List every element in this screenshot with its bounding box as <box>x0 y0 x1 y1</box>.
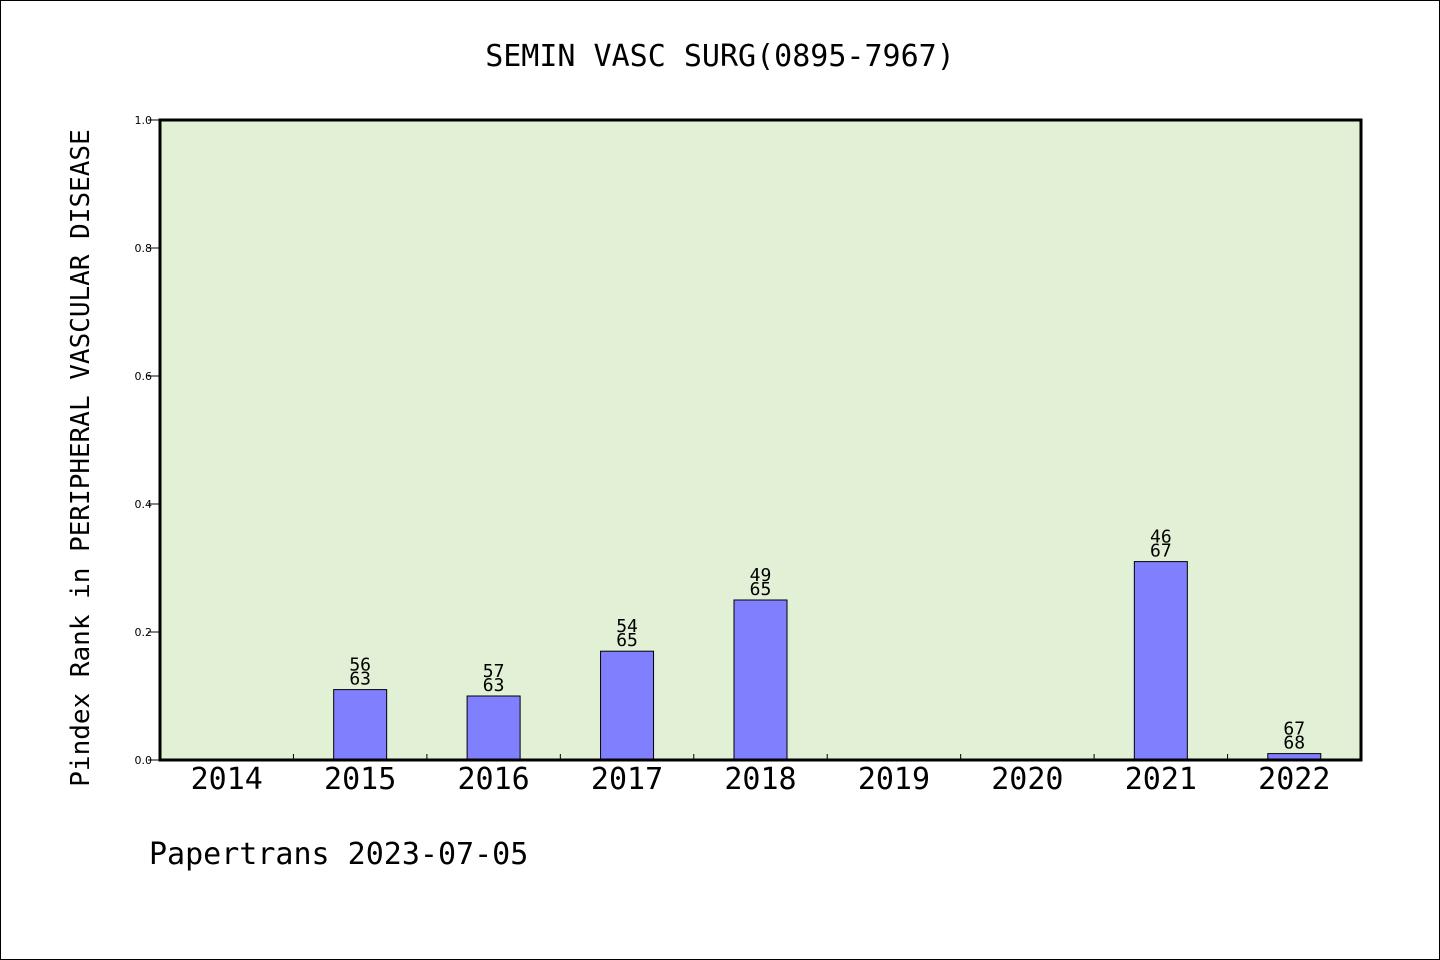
y-tick-label: 0.4 <box>135 498 153 511</box>
bar-2017 <box>600 650 655 761</box>
x-tick-label: 2022 <box>1258 762 1330 797</box>
footer-text: Papertrans 2023-07-05 <box>149 837 528 872</box>
y-tick-label: 0.2 <box>135 626 153 639</box>
bar-2016 <box>466 695 521 761</box>
x-tick-label: 2021 <box>1125 762 1197 797</box>
bar-2021 <box>1133 561 1188 761</box>
bar-rank-label: 49 <box>750 565 772 586</box>
y-tick-label: 0.8 <box>135 242 153 255</box>
bar-rank-label: 56 <box>349 655 371 676</box>
bars <box>333 561 1322 761</box>
bar-rank-label: 67 <box>1283 719 1305 740</box>
bar-total-label: 63 <box>483 675 505 696</box>
y-tick-label: 0.0 <box>135 754 153 767</box>
x-tick-label: 2018 <box>724 762 796 797</box>
x-ticks: 2014 2015 2016 2017 2018 2019 2020 2021 2022 <box>191 754 1330 797</box>
y-axis-label: Pindex Rank in PERIPHERAL VASCULAR DISEA… <box>66 129 96 786</box>
bar-rank-label: 46 <box>1150 527 1172 548</box>
y-ticks: 0.0 0.2 0.4 0.6 0.8 1.0 <box>135 114 160 767</box>
x-tick-label: 2016 <box>457 762 529 797</box>
plot-border <box>158 118 1363 762</box>
bar-total-label: 65 <box>616 630 638 651</box>
chart-title: SEMIN VASC SURG(0895-7967) <box>485 39 955 74</box>
bar-rank-label: 54 <box>616 616 638 637</box>
x-tick-label: 2014 <box>191 762 263 797</box>
bar-2015 <box>333 689 388 761</box>
x-tick-label: 2015 <box>324 762 396 797</box>
y-tick-label: 1.0 <box>135 114 153 127</box>
x-tick-label: 2019 <box>858 762 930 797</box>
bar-rank-label: 57 <box>483 661 505 682</box>
bar-2018 <box>733 599 788 761</box>
bar-total-label: 68 <box>1283 733 1305 754</box>
x-tick-label: 2017 <box>591 762 663 797</box>
bar-total-label: 63 <box>349 669 371 690</box>
bar-total-label: 67 <box>1150 541 1172 562</box>
y-tick-label: 0.6 <box>135 370 153 383</box>
x-tick-label: 2020 <box>991 762 1063 797</box>
bar-total-label: 65 <box>750 579 772 600</box>
